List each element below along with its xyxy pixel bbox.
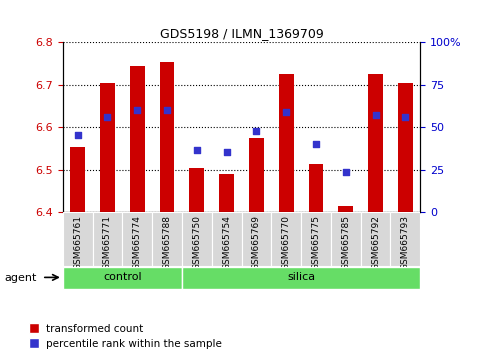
Bar [368,74,383,212]
Text: GSM665792: GSM665792 [371,215,380,270]
Text: GSM665788: GSM665788 [163,215,171,270]
Bar [100,83,115,212]
Text: agent: agent [5,273,37,283]
FancyBboxPatch shape [390,212,420,266]
Text: GSM665750: GSM665750 [192,215,201,270]
Point [372,112,380,118]
FancyBboxPatch shape [331,212,361,266]
Bar [309,164,324,212]
Bar [189,168,204,212]
Text: GSM665793: GSM665793 [401,215,410,270]
FancyBboxPatch shape [63,267,182,289]
Point [104,114,112,120]
Text: silica: silica [287,272,315,282]
Text: GSM665785: GSM665785 [341,215,350,270]
Bar [159,62,174,212]
Point [163,108,171,113]
Point [74,132,82,138]
Bar [70,147,85,212]
Point [133,108,141,113]
Point [193,147,201,153]
FancyBboxPatch shape [93,212,122,266]
Point [282,109,290,115]
FancyBboxPatch shape [122,212,152,266]
FancyBboxPatch shape [361,212,390,266]
FancyBboxPatch shape [182,267,420,289]
Point [253,128,260,134]
Bar [130,66,145,212]
Point [401,114,409,120]
FancyBboxPatch shape [301,212,331,266]
Point [342,170,350,175]
Text: control: control [103,272,142,282]
Legend: transformed count, percentile rank within the sample: transformed count, percentile rank withi… [29,324,222,349]
Point [223,149,230,155]
FancyBboxPatch shape [242,212,271,266]
FancyBboxPatch shape [63,212,93,266]
Text: GSM665775: GSM665775 [312,215,320,270]
Bar [398,83,413,212]
Title: GDS5198 / ILMN_1369709: GDS5198 / ILMN_1369709 [159,27,324,40]
Point [312,142,320,147]
Bar [338,206,353,212]
Text: GSM665770: GSM665770 [282,215,291,270]
Text: GSM665769: GSM665769 [252,215,261,270]
Text: GSM665774: GSM665774 [133,215,142,270]
Bar [249,138,264,212]
Text: GSM665771: GSM665771 [103,215,112,270]
FancyBboxPatch shape [182,212,212,266]
Text: GSM665754: GSM665754 [222,215,231,270]
Bar [279,74,294,212]
Bar [219,174,234,212]
FancyBboxPatch shape [271,212,301,266]
FancyBboxPatch shape [152,212,182,266]
FancyBboxPatch shape [212,212,242,266]
Text: GSM665761: GSM665761 [73,215,82,270]
